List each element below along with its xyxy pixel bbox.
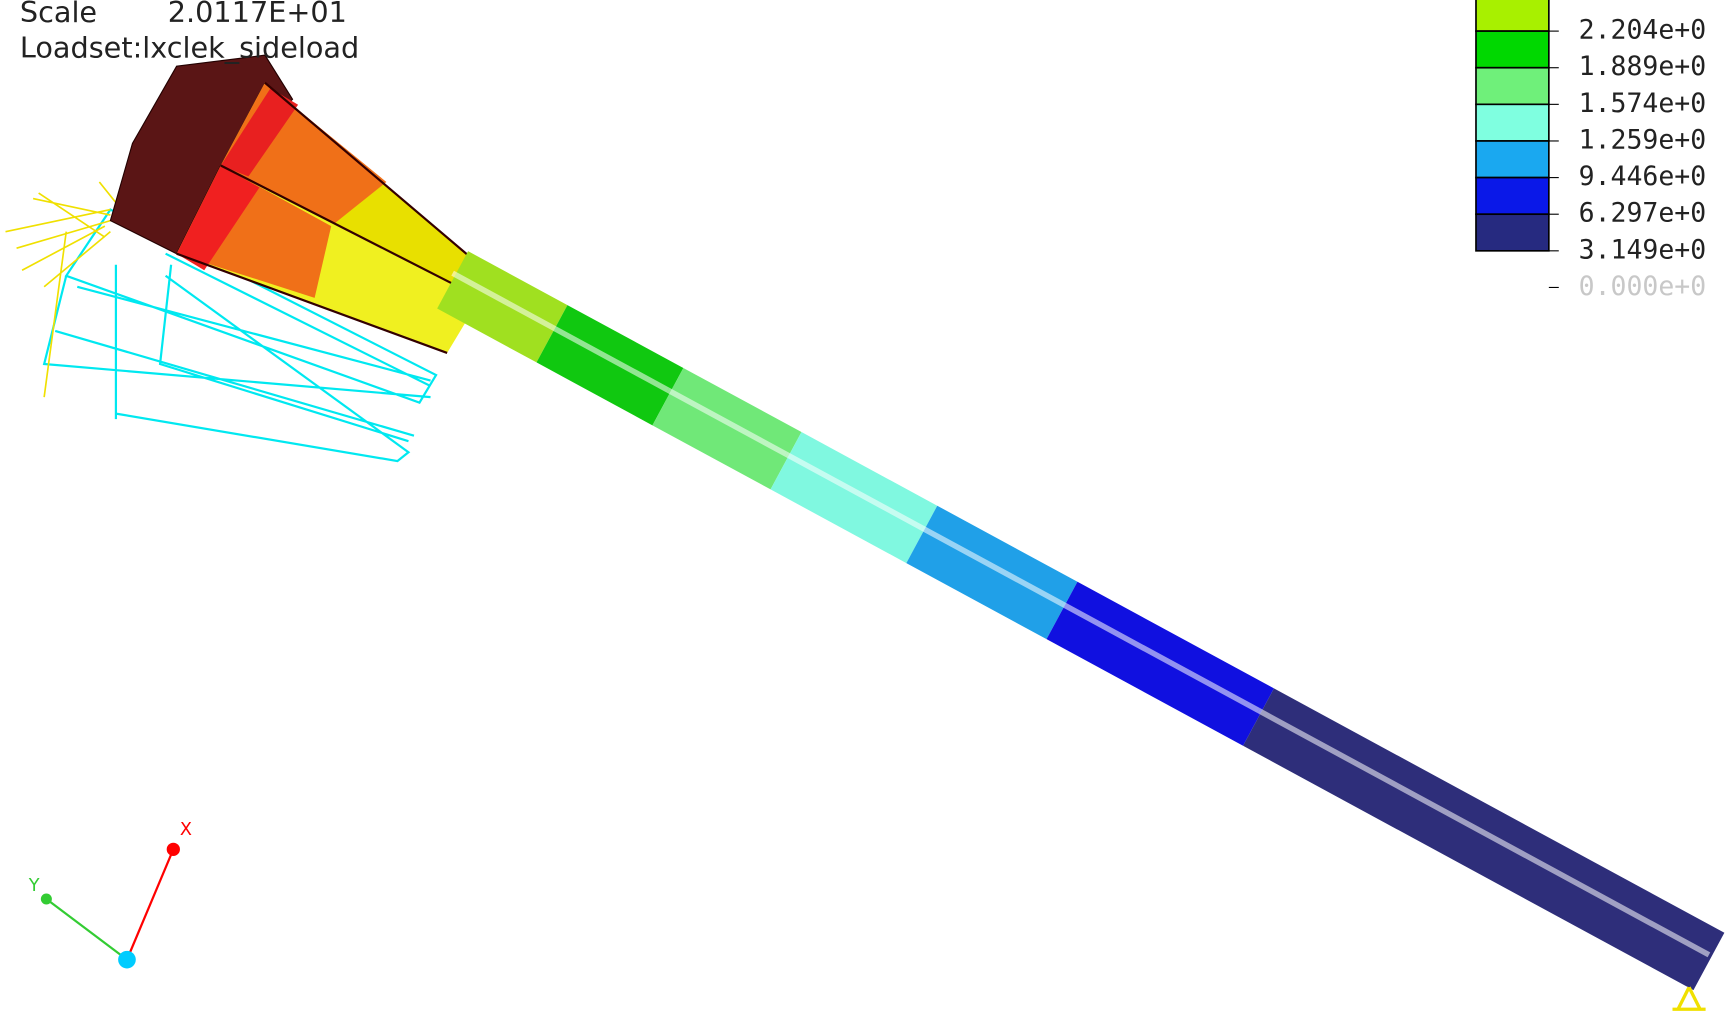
legend-swatch <box>1475 30 1550 69</box>
tube-segment <box>1243 688 1725 991</box>
legend-label: 1.574e+0 <box>1579 88 1707 119</box>
y-axis <box>45 898 128 961</box>
legend-label: 3.149e+0 <box>1579 234 1707 265</box>
undeformed-wireframe <box>42 208 438 463</box>
legend-label: 6.297e+0 <box>1579 198 1707 229</box>
tube-segment <box>536 305 684 426</box>
tube-segment <box>652 367 802 490</box>
legend-swatch <box>1475 66 1550 106</box>
legend-swatch <box>1475 140 1550 179</box>
tube-highlight <box>1060 601 1260 713</box>
x-label: X <box>180 820 192 840</box>
tube-segment <box>770 432 938 564</box>
x-dot <box>166 842 180 856</box>
loadset: Loadset:lxclek_sideload <box>20 30 359 64</box>
loads <box>5 181 123 398</box>
tube-segment <box>1046 581 1274 746</box>
legend-label: 1.889e+0 <box>1579 51 1707 82</box>
tube-highlight <box>920 525 1064 607</box>
cone <box>109 54 487 355</box>
legend-swatch <box>1475 103 1550 142</box>
y-dot <box>40 893 52 905</box>
legend-swatch <box>1475 0 1550 32</box>
axis-triad: X Y <box>28 820 192 969</box>
scale-value: 2.0117E+01 <box>168 0 347 29</box>
tube <box>437 251 1725 991</box>
legend-label: 9.446e+0 <box>1579 161 1707 192</box>
x-axis <box>125 848 175 961</box>
tube-segment <box>906 505 1078 640</box>
origin-dot <box>118 950 136 969</box>
legend-swatch <box>1475 176 1550 216</box>
scale-label: Scale <box>20 0 97 29</box>
tube-highlight <box>1257 708 1711 958</box>
legend-label: 0.000e+0 <box>1579 271 1707 302</box>
legend-label: 1.259e+0 <box>1579 124 1707 155</box>
tube-highlight <box>784 451 924 531</box>
y-label: Y <box>28 876 40 896</box>
tube-highlight <box>451 270 554 330</box>
legend-swatch <box>1475 213 1550 252</box>
support <box>1672 986 1706 1011</box>
tube-segment <box>437 251 568 363</box>
tube-highlight <box>666 387 788 457</box>
tube-highlight <box>550 324 670 393</box>
legend: 2.204e+0 1.889e+0 1.574e+0 1.259e+0 9.446e+0… <box>1475 0 1707 302</box>
legend-label: 2.204e+0 <box>1579 15 1707 46</box>
